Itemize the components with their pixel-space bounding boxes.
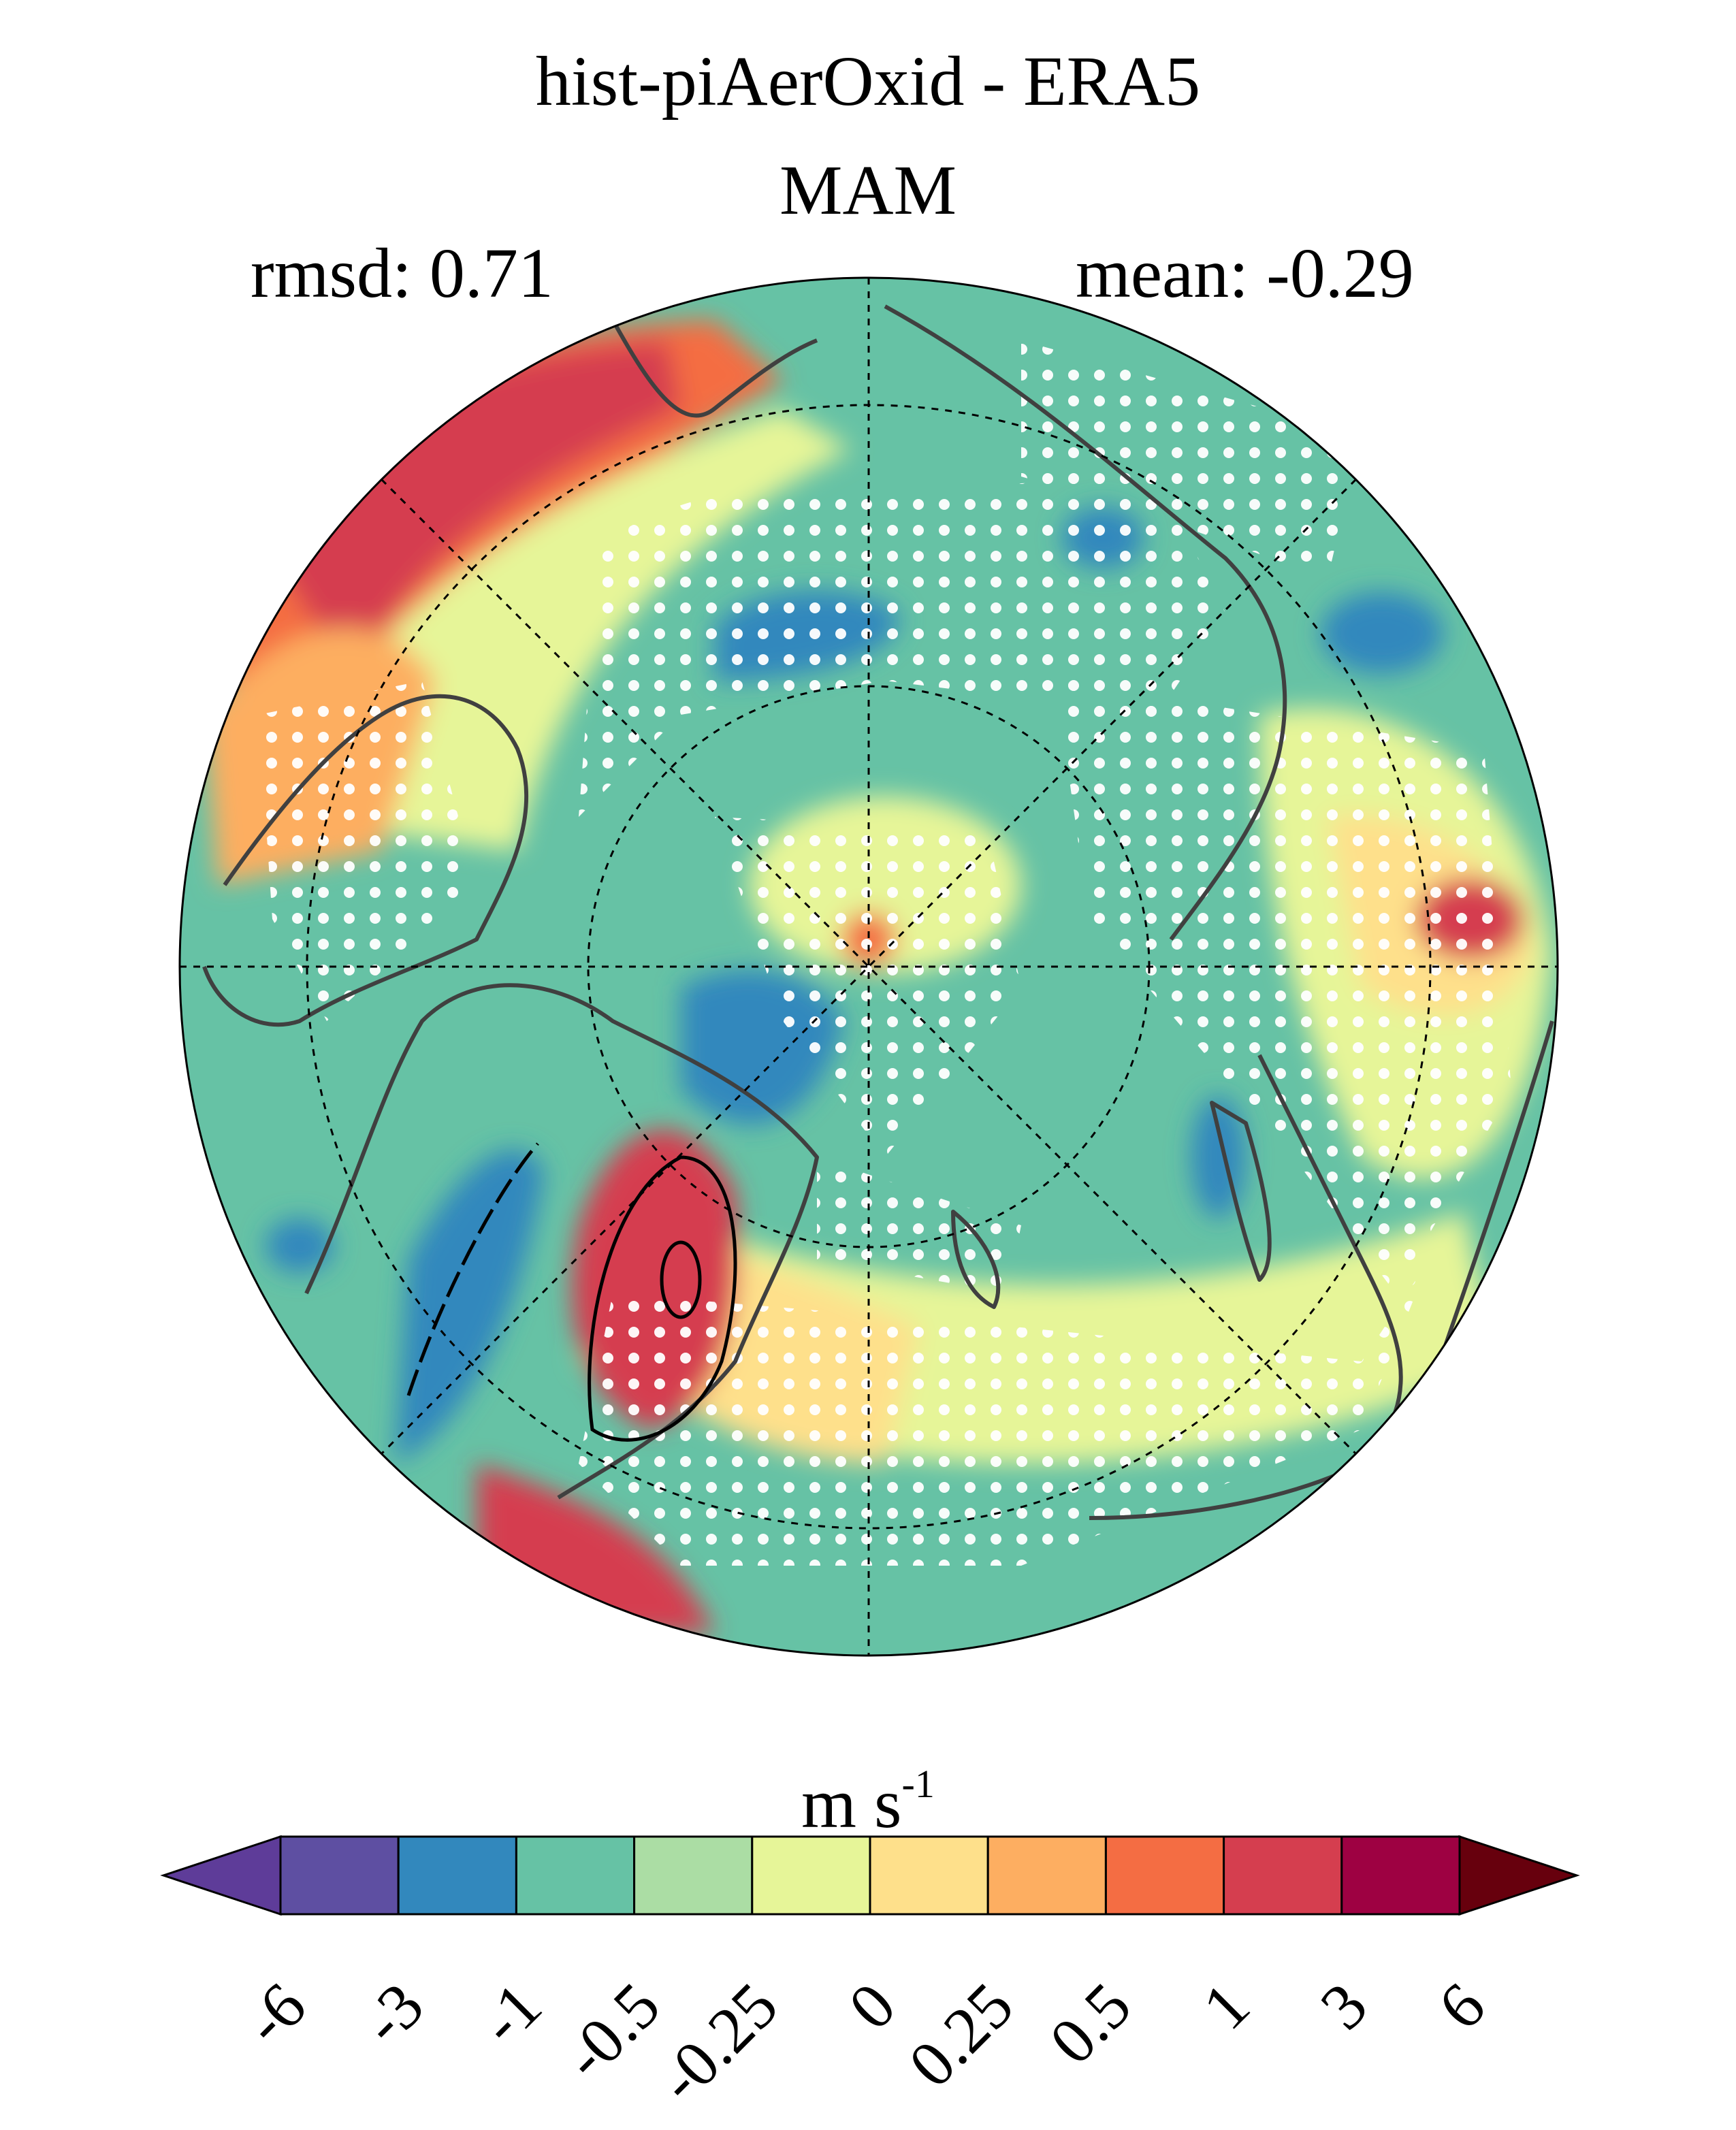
colorbar-swatch xyxy=(515,1835,636,1916)
colorbar-swatch xyxy=(397,1835,517,1916)
colorbar-swatch xyxy=(633,1835,754,1916)
colorbar-swatch xyxy=(751,1835,871,1916)
units-exponent: -1 xyxy=(901,1762,935,1807)
colorbar-swatch xyxy=(1223,1835,1343,1916)
season-subtitle: MAM xyxy=(779,151,957,229)
colorbar-swatch xyxy=(279,1835,400,1916)
colorbar-swatch xyxy=(1340,1835,1461,1916)
colorbar-swatch xyxy=(986,1835,1107,1916)
colorbar-extend-low xyxy=(160,1835,282,1916)
mean-label: mean: -0.29 xyxy=(1076,234,1414,312)
units-base: m s xyxy=(801,1764,902,1843)
rmsd-label: rmsd: 0.71 xyxy=(251,234,553,312)
colorbar-swatch xyxy=(1104,1835,1225,1916)
colorbar-swatch xyxy=(869,1835,989,1916)
colorbar-units: m s-1 xyxy=(0,1764,1736,1839)
colorbar-extend-high xyxy=(1458,1835,1580,1916)
figure-title: hist-piAerOxid - ERA5 xyxy=(535,42,1201,120)
